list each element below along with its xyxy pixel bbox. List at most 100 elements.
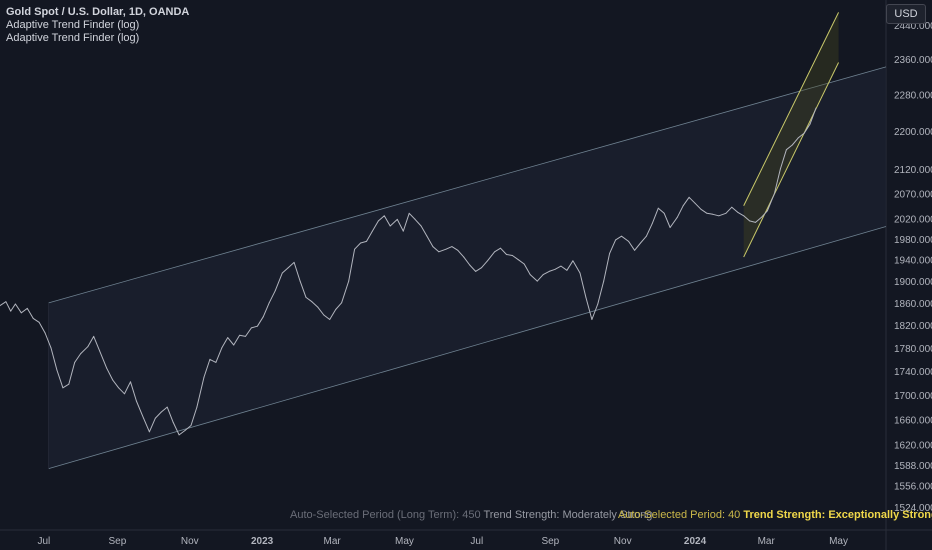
price-point	[172, 421, 174, 423]
price-point	[408, 212, 410, 214]
price-point	[560, 265, 562, 267]
price-point	[256, 325, 258, 327]
price-point	[432, 246, 434, 248]
price-point	[402, 230, 404, 232]
price-point	[299, 280, 301, 282]
y-tick-label: 1740.000	[894, 367, 932, 378]
price-point	[597, 303, 599, 305]
price-point	[511, 254, 513, 257]
price-point	[688, 196, 690, 198]
y-tick-label: 2020.000	[894, 214, 932, 225]
price-point	[639, 242, 642, 244]
price-point	[190, 424, 192, 427]
price-point	[445, 248, 447, 250]
price-point	[579, 272, 581, 274]
y-tick-label: 1900.000	[894, 277, 932, 288]
price-point	[87, 346, 89, 348]
price-point	[634, 249, 636, 251]
long-term-period-label: Auto-Selected Period (Long Term): 450	[290, 509, 481, 521]
price-point	[797, 137, 799, 139]
price-point	[335, 308, 337, 311]
price-point	[737, 211, 739, 213]
price-point	[760, 216, 763, 218]
x-tick-label: Sep	[541, 536, 559, 547]
price-point	[682, 205, 684, 207]
y-tick-label: 1860.000	[894, 299, 932, 310]
price-point	[123, 393, 126, 395]
y-tick-label: 1700.000	[894, 391, 932, 402]
price-point	[281, 272, 283, 274]
price-point	[815, 107, 817, 109]
short-term-channel-fill	[743, 12, 839, 258]
price-point	[475, 270, 477, 272]
price-point	[620, 235, 623, 237]
price-point	[354, 248, 356, 250]
price-line	[0, 107, 817, 436]
price-point	[323, 314, 325, 316]
price-point	[93, 335, 95, 337]
price-point	[10, 310, 12, 312]
long-term-channel-fill	[48, 66, 886, 469]
price-point	[360, 242, 362, 244]
price-point	[371, 230, 373, 232]
price-point	[700, 208, 702, 210]
price-point	[112, 379, 114, 381]
y-tick-label: 1556.000	[894, 482, 932, 493]
price-point	[227, 337, 229, 339]
price-point	[166, 406, 168, 408]
y-tick-label: 2120.000	[894, 165, 932, 176]
price-point	[268, 302, 270, 304]
price-point	[779, 168, 782, 170]
y-tick-label: 1980.000	[894, 235, 932, 246]
price-point	[438, 251, 440, 253]
price-point	[585, 296, 587, 298]
x-tick-label: Sep	[109, 536, 127, 547]
price-point	[20, 312, 22, 314]
price-point	[68, 383, 70, 385]
long-term-status: Auto-Selected Period (Long Term): 450 Tr…	[290, 509, 652, 521]
y-tick-label: 1524.000	[894, 503, 932, 514]
price-point	[809, 123, 811, 125]
price-point	[50, 347, 52, 349]
indicator-label-2[interactable]: Adaptive Trend Finder (log)	[6, 32, 140, 44]
price-point	[566, 269, 568, 271]
price-point	[38, 321, 40, 323]
y-tick-label: 1588.000	[894, 461, 932, 472]
symbol-title[interactable]: Gold Spot / U.S. Dollar, 1D, OANDA	[6, 6, 190, 18]
price-point	[694, 202, 696, 204]
price-point	[548, 270, 550, 272]
price-point	[803, 132, 805, 134]
price-point	[329, 318, 331, 321]
price-point	[74, 361, 76, 363]
price-point	[244, 335, 247, 337]
currency-button[interactable]: USD	[886, 4, 926, 24]
short-term-lower-band	[743, 62, 840, 258]
price-point	[209, 358, 211, 360]
price-point	[743, 215, 745, 217]
price-point	[754, 221, 757, 223]
price-point	[731, 206, 733, 208]
indicator-label-1[interactable]: Adaptive Trend Finder (log)	[6, 19, 140, 31]
price-point	[603, 280, 605, 282]
price-point	[396, 218, 398, 220]
long-term-upper-band	[48, 66, 887, 304]
price-point	[725, 212, 727, 214]
y-tick-label: 2360.000	[894, 55, 932, 66]
price-point	[494, 251, 496, 253]
short-term-upper-band	[743, 12, 840, 206]
price-point	[389, 225, 391, 227]
price-point	[451, 246, 453, 248]
price-point	[287, 267, 289, 269]
short-term-status: Auto-Selected Period: 40 Trend Strength:…	[618, 509, 932, 521]
price-point	[44, 332, 46, 334]
y-tick-label: 1660.000	[894, 415, 932, 426]
price-point	[749, 220, 751, 222]
price-point	[274, 290, 276, 292]
x-tick-label: Jul	[37, 536, 50, 547]
x-tick-label: May	[395, 536, 414, 547]
price-point	[628, 240, 630, 242]
y-tick-label: 1620.000	[894, 440, 932, 451]
price-point	[615, 239, 617, 241]
